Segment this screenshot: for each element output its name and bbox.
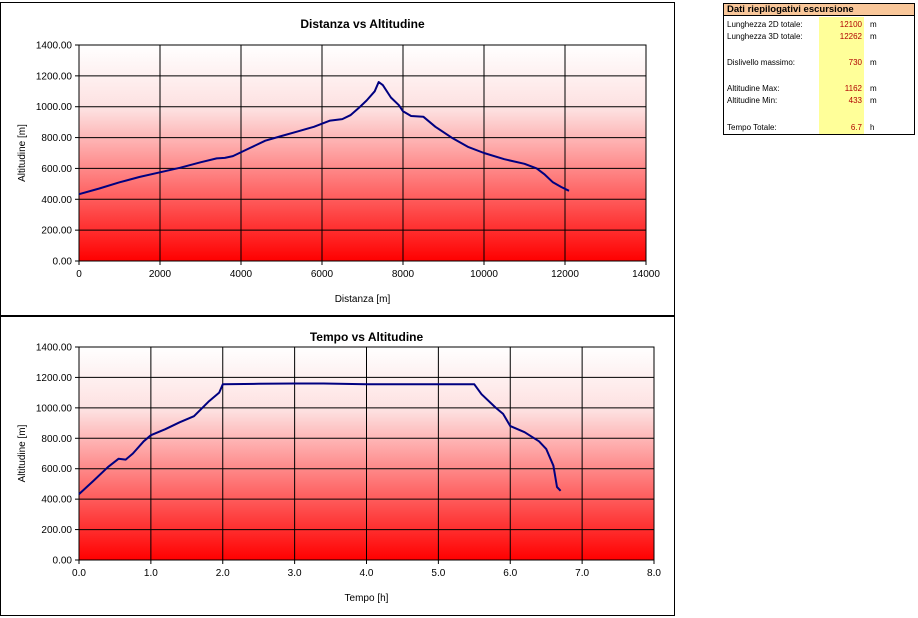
y-tick-label: 1200.00 — [36, 373, 73, 384]
time-altitude-chart: 0.00 200.00 400.00 600.00 800.00 1000.00 1200.… — [0, 316, 675, 616]
x-tick-label: 4.0 — [360, 568, 374, 579]
summary-row-length-3d: Lunghezza 3D totale: 12262 m — [724, 31, 914, 43]
summary-title: Dati riepilogativi escursione — [724, 4, 914, 16]
x-axis-label: Distanza [m] — [335, 294, 391, 305]
y-tick-label: 1200.00 — [36, 71, 73, 82]
summary-label: Lunghezza 3D totale: — [727, 32, 803, 41]
summary-value: 6.7 — [850, 123, 862, 132]
summary-label: Altitudine Min: — [727, 96, 778, 105]
summary-row-altitude-max: Altitudine Max: 1162 m — [724, 83, 914, 95]
y-tick-label: 200.00 — [41, 226, 72, 237]
altitude-series-line — [78, 81, 570, 196]
altitude-series-line — [78, 382, 562, 495]
x-tick-label: 6000 — [311, 269, 334, 280]
y-tick-label: 1400.00 — [36, 343, 73, 354]
chart-title: Tempo vs Altitudine — [310, 330, 424, 344]
summary-value: 730 — [848, 58, 862, 67]
x-tick-label: 2.0 — [216, 568, 230, 579]
summary-unit: m — [870, 58, 877, 67]
x-tick-label: 0.0 — [72, 568, 86, 579]
x-tick-label: 12000 — [551, 269, 579, 280]
x-tick-label: 2000 — [149, 269, 172, 280]
x-tick-label: 8000 — [392, 269, 415, 280]
x-tick-label: 6.0 — [503, 568, 517, 579]
y-tick-label: 600.00 — [41, 164, 72, 175]
x-tick-label: 7.0 — [575, 568, 589, 579]
y-tick-label: 0.00 — [53, 257, 73, 268]
chart-title: Distanza vs Altitudine — [300, 17, 425, 31]
plot-area — [79, 45, 646, 261]
summary-value: 12262 — [839, 32, 862, 41]
x-axis-label: Tempo [h] — [345, 593, 389, 604]
summary-label: Altitudine Max: — [727, 84, 780, 93]
distance-altitude-chart-svg: 0.00 200.00 400.00 600.00 800.00 1000.00 1200.… — [17, 17, 660, 305]
y-tick-label: 0.00 — [53, 556, 73, 567]
y-tick-label: 800.00 — [41, 434, 72, 445]
time-altitude-chart-svg: 0.00 200.00 400.00 600.00 800.00 1000.00 1200.… — [17, 330, 661, 604]
summary-row-total-time: Tempo Totale: 6.7 h — [724, 122, 914, 134]
summary-value: 12100 — [839, 20, 862, 29]
x-tick-label: 8.0 — [647, 568, 661, 579]
summary-unit: m — [870, 84, 877, 93]
summary-label: Dislivello massimo: — [727, 58, 796, 67]
x-tick-label: 1.0 — [144, 568, 158, 579]
summary-row-length-2d: Lunghezza 2D totale: 12100 m — [724, 19, 914, 31]
y-tick-label: 1400.00 — [36, 41, 73, 52]
distance-altitude-chart: 0.00 200.00 400.00 600.00 800.00 1000.00 1200.… — [0, 2, 675, 316]
y-axis-label: Altitudine [m] — [17, 424, 28, 482]
summary-label: Tempo Totale: — [727, 123, 777, 132]
y-tick-label: 400.00 — [41, 495, 72, 506]
summary-values-column — [819, 17, 864, 134]
summary-unit: m — [870, 20, 877, 29]
summary-unit: m — [870, 32, 877, 41]
summary-row-max-climb: Dislivello massimo: 730 m — [724, 57, 914, 69]
summary-unit: h — [870, 123, 875, 132]
summary-row-altitude-min: Altitudine Min: 433 m — [724, 95, 914, 107]
x-tick-label: 4000 — [230, 269, 253, 280]
y-tick-label: 1000.00 — [36, 102, 73, 113]
summary-value: 433 — [848, 96, 862, 105]
x-tick-label: 14000 — [632, 269, 660, 280]
y-tick-label: 800.00 — [41, 133, 72, 144]
plot-border — [78, 346, 655, 561]
summary-label: Lunghezza 2D totale: — [727, 20, 803, 29]
y-tick-label: 1000.00 — [36, 403, 73, 414]
y-axis-label: Altitudine [m] — [17, 124, 28, 182]
y-tick-label: 400.00 — [41, 195, 72, 206]
summary-unit: m — [870, 96, 877, 105]
summary-value: 1162 — [844, 84, 862, 93]
y-tick-label: 200.00 — [41, 525, 72, 536]
x-tick-label: 5.0 — [431, 568, 445, 579]
x-tick-label: 3.0 — [288, 568, 302, 579]
y-tick-label: 600.00 — [41, 464, 72, 475]
summary-table: Dati riepilogativi escursione Lunghezza … — [723, 3, 915, 135]
plot-border — [78, 44, 647, 262]
x-tick-label: 10000 — [470, 269, 498, 280]
x-tick-label: 0 — [76, 269, 82, 280]
